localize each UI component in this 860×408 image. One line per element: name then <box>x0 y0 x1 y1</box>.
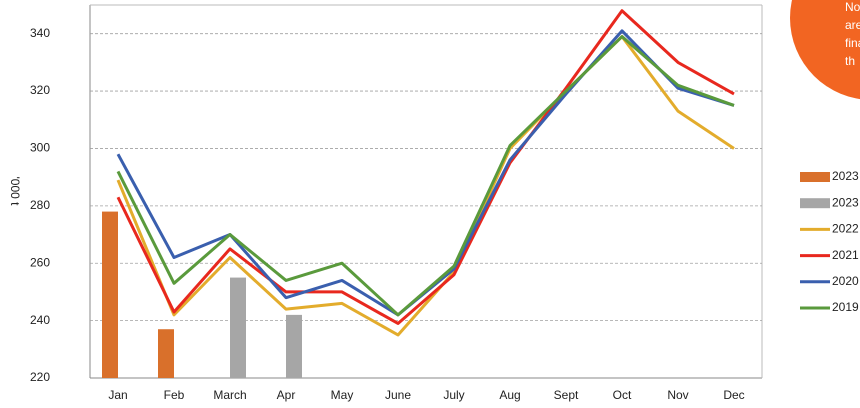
note-badge <box>790 0 860 100</box>
bar <box>286 314 302 378</box>
y-tick-label: 340 <box>30 26 50 40</box>
note-text: are ass <box>845 18 860 32</box>
note-text: th <box>845 54 855 68</box>
legend-label: 2023 <box>832 195 859 209</box>
x-tick-label: Dec <box>723 388 744 402</box>
note-text: final <box>845 36 860 50</box>
legend-label: 2022 <box>832 222 859 236</box>
line <box>116 35 735 317</box>
x-tick-label: March <box>213 388 246 402</box>
x-tick-label: Nov <box>667 388 688 402</box>
legend-label: 2021 <box>832 248 859 262</box>
legend-label: 2019 <box>832 300 859 314</box>
y-tick-label: 240 <box>30 313 50 327</box>
legend-swatch <box>800 172 830 182</box>
legend-label: 2020 <box>832 274 859 288</box>
x-tick-label: July <box>443 388 464 402</box>
line <box>116 9 735 325</box>
bar <box>158 329 174 378</box>
x-tick-label: May <box>331 388 354 402</box>
bar <box>230 277 246 378</box>
x-tick-label: Oct <box>613 388 632 402</box>
x-tick-label: Apr <box>277 388 296 402</box>
y-tick-label: 220 <box>30 370 50 384</box>
y-tick-label: 300 <box>30 141 50 155</box>
legend-swatch <box>800 198 830 209</box>
y-axis-label: '000 t <box>8 177 22 207</box>
y-tick-label: 260 <box>30 255 50 269</box>
note-text: Note <box>845 0 860 14</box>
y-tick-label: 280 <box>30 198 50 212</box>
x-tick-label: Sept <box>554 388 579 402</box>
legend-label: 2023 <box>832 169 859 183</box>
y-tick-label: 320 <box>30 83 50 97</box>
x-tick-label: June <box>385 388 411 402</box>
bar <box>102 211 118 378</box>
x-tick-label: Feb <box>164 388 185 402</box>
x-tick-label: Aug <box>499 388 520 402</box>
x-tick-label: Jan <box>108 388 127 402</box>
line <box>116 35 735 337</box>
